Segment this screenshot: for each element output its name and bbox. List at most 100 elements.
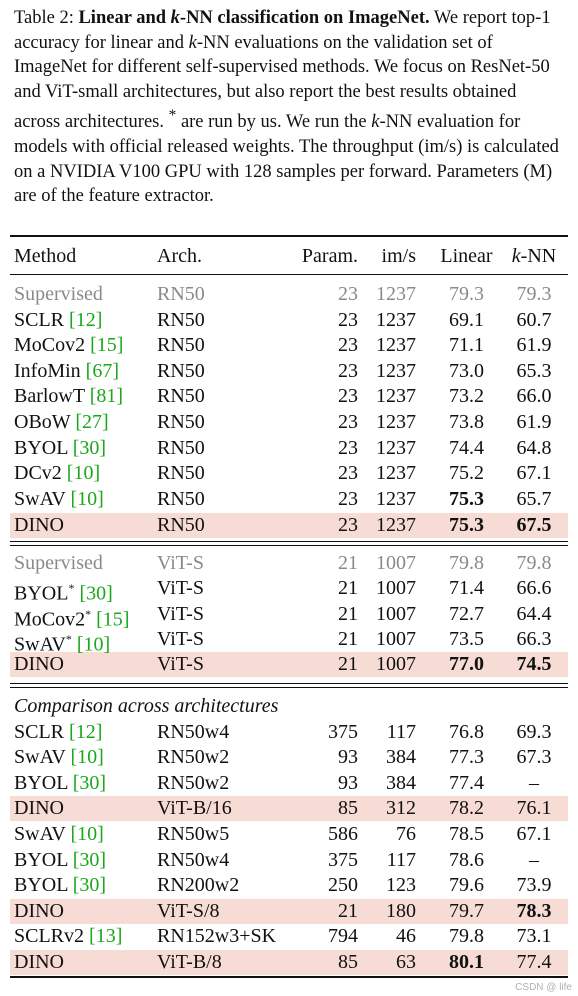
linear-cell: 71.4 (449, 577, 484, 599)
linear-cell: 72.7 (449, 603, 484, 625)
linear-cell: 77.0 (449, 653, 484, 675)
linear-cell: 73.5 (449, 628, 484, 650)
table-row: SwAV [10] RN50w5 586 76 78.5 67.1 (0, 822, 578, 848)
linear-cell: 75.2 (449, 462, 484, 484)
table-header: Method Arch. Param. im/s Linear k-NN (0, 244, 578, 270)
ims-cell: 1237 (376, 283, 416, 305)
arch-cell: RN50 (157, 462, 205, 484)
method-cell: SCLR [12] (14, 308, 102, 334)
linear-cell: 79.3 (449, 283, 484, 305)
param-cell: 23 (338, 514, 358, 536)
ims-cell: 117 (386, 849, 416, 871)
param-cell: 250 (328, 874, 358, 896)
table-row: SCLR [12] RN50w4 375 117 76.8 69.3 (0, 720, 578, 746)
method-cell: DINO (14, 513, 64, 539)
method-cell: SCLR [12] (14, 720, 102, 746)
method-name: SwAV (14, 488, 66, 510)
method-name: BYOL (14, 874, 68, 896)
ims-cell: 46 (396, 925, 416, 947)
method-cell: SCLRv2 [13] (14, 924, 122, 950)
table-row: MoCov2 [15] RN50 23 1237 71.1 61.9 (0, 333, 578, 359)
param-cell: 586 (328, 823, 358, 845)
method-cell: SwAV [10] (14, 745, 104, 771)
param-cell: 21 (338, 552, 358, 574)
arch-cell: ViT-S (157, 552, 204, 574)
citation: [10] (66, 462, 101, 484)
param-cell: 21 (338, 900, 358, 922)
ims-cell: 1237 (376, 514, 416, 536)
knn-cell: 67.5 (516, 514, 552, 536)
linear-cell: 73.8 (449, 411, 484, 433)
table-row: SwAV [10] RN50w2 93 384 77.3 67.3 (0, 745, 578, 771)
knn-cell: 78.3 (516, 900, 552, 922)
method-name: DCv2 (14, 462, 62, 484)
knn-cell: 60.7 (516, 309, 552, 331)
arch-cell: ViT-S (157, 577, 204, 599)
table-row: Supervised RN50 23 1237 79.3 79.3 (0, 282, 578, 308)
param-cell: 375 (328, 721, 358, 743)
method-cell: DINO (14, 899, 64, 925)
knn-cell: 64.4 (516, 603, 552, 625)
linear-cell: 78.6 (449, 849, 484, 871)
table-row: BYOL [30] RN50w2 93 384 77.4 – (0, 771, 578, 797)
linear-cell: 75.3 (449, 488, 484, 510)
method-name: BYOL (14, 582, 69, 605)
method-cell: DINO (14, 652, 64, 678)
linear-cell: 74.4 (449, 437, 484, 459)
table-row: BYOL* [30] ViT-S 21 1007 71.4 66.6 (0, 576, 578, 605)
method-cell: DINO (14, 796, 64, 822)
arch-cell: RN50 (157, 360, 205, 382)
citation: [30] (79, 582, 113, 605)
table-row: BYOL [30] RN200w2 250 123 79.6 73.9 (0, 873, 578, 899)
linear-cell: 73.2 (449, 385, 484, 407)
method-name: BYOL (14, 849, 68, 871)
table-caption: Table 2: Linear and k-NN classification … (14, 8, 559, 207)
method-name: DINO (14, 951, 64, 973)
param-cell: 23 (338, 411, 358, 433)
table-row: DCv2 [10] RN50 23 1237 75.2 67.1 (0, 461, 578, 487)
linear-cell: 79.8 (449, 552, 484, 574)
knn-cell: 74.5 (516, 653, 552, 675)
ims-cell: 1007 (376, 603, 416, 625)
linear-cell: 71.1 (449, 334, 484, 356)
table-row: SwAV [10] RN50 23 1237 75.3 65.7 (0, 487, 578, 513)
knn-cell: 69.3 (516, 721, 552, 743)
citation: [10] (70, 823, 104, 845)
section-title: Comparison across architectures (14, 695, 279, 717)
caption-text-1: We report top-1 accuracy for linear and (14, 8, 551, 53)
param-cell: 85 (338, 797, 358, 819)
param-cell: 21 (338, 577, 358, 599)
dino-highlight (10, 950, 568, 975)
table-row: DINO ViT-B/8 85 63 80.1 77.4 (0, 950, 578, 976)
dino-highlight (10, 796, 568, 821)
method-name: InfoMin (14, 360, 81, 382)
arch-cell: RN50 (157, 309, 205, 331)
knn-cell: 77.4 (516, 951, 552, 973)
method-name: MoCov2 (14, 334, 86, 356)
citation: [27] (75, 411, 109, 433)
method-cell: SwAV* [10] (14, 627, 110, 658)
table-row: SwAV* [10] ViT-S 21 1007 73.5 66.3 (0, 627, 578, 656)
linear-cell: 79.6 (449, 874, 484, 896)
arch-cell: ViT-S (157, 603, 204, 625)
linear-cell: 79.7 (449, 900, 484, 922)
header-method: Method (14, 245, 77, 267)
citation: [10] (76, 633, 111, 656)
caption-title: Linear and k-NN classification on ImageN… (78, 8, 430, 28)
method-name: Supervised (14, 552, 103, 574)
arch-cell: ViT-S (157, 653, 204, 675)
ims-cell: 1237 (376, 488, 416, 510)
param-cell: 23 (338, 360, 358, 382)
citation: [13] (89, 925, 123, 947)
caption-label: Table 2: (14, 8, 74, 28)
header-knn: k-NN (511, 245, 557, 267)
arch-cell: ViT-S (157, 628, 204, 650)
table-row: InfoMin [67] RN50 23 1237 73.0 65.3 (0, 359, 578, 385)
knn-cell: 65.3 (516, 360, 552, 382)
arch-cell: RN50w4 (157, 849, 230, 871)
knn-cell: 66.6 (516, 577, 552, 599)
table-row: BYOL [30] RN50 23 1237 74.4 64.8 (0, 436, 578, 462)
arch-cell: RN50 (157, 411, 205, 433)
citation: [30] (72, 772, 107, 794)
method-cell: Supervised (14, 551, 103, 577)
